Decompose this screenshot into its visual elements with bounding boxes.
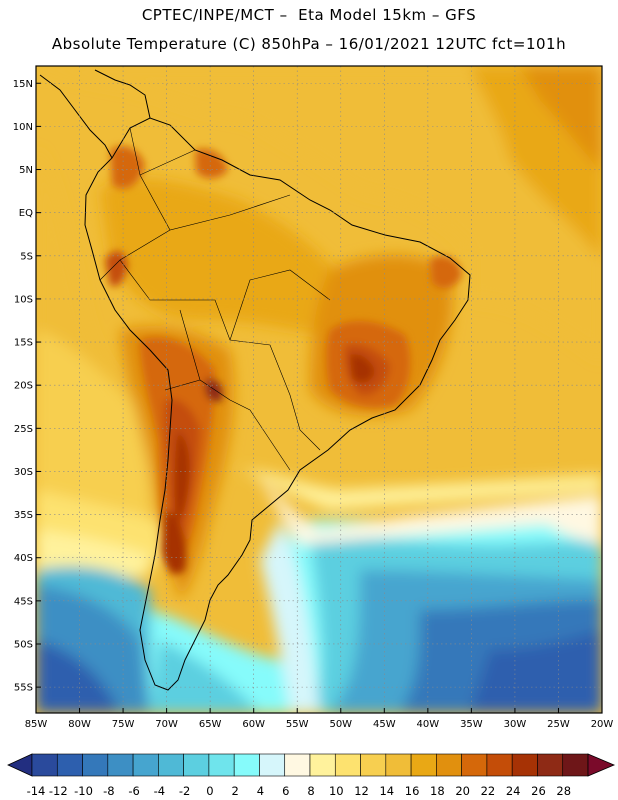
lat-tick-label: 15N [13, 79, 33, 90]
colorbar-tick-label: -14 [27, 784, 46, 798]
lat-tick-label: 55S [14, 683, 33, 694]
lon-tick-label: 80W [68, 719, 91, 730]
colorbar-swatch [334, 753, 361, 777]
colorbar-tick-label: 20 [455, 784, 470, 798]
colorbar-swatch [107, 753, 134, 777]
lon-tick-label: 25W [547, 719, 570, 730]
colorbar-swatch [309, 753, 336, 777]
colorbar-tick-label: 4 [257, 784, 264, 798]
lon-tick-label: 55W [286, 719, 309, 730]
colorbar-swatch [259, 753, 286, 777]
colorbar-swatch [436, 753, 462, 777]
lon-tick-label: 40W [417, 719, 440, 730]
south-america-coastline [84, 117, 471, 691]
colorbar-tick-label: -4 [154, 784, 165, 798]
colorbar-tick-label: 26 [531, 784, 546, 798]
colorbar-tick-label: 14 [379, 784, 394, 798]
lon-tick-label: 85W [25, 719, 48, 730]
colorbar-swatch [208, 753, 235, 777]
country-borders [99, 127, 331, 471]
colorbar-swatch [183, 753, 210, 777]
lat-tick-label: 10N [13, 122, 33, 133]
lon-tick-label: 65W [199, 719, 222, 730]
colorbar-tick-label: 10 [329, 784, 344, 798]
colorbar-swatch [82, 753, 109, 777]
lon-tick-label: 20W [591, 719, 614, 730]
lat-tick-label: 10S [14, 294, 33, 305]
colorbar-swatch [511, 753, 538, 777]
lon-tick-label: 60W [242, 719, 265, 730]
colorbar-tick-label: 8 [307, 784, 314, 798]
lat-tick-label: 30S [14, 467, 33, 478]
colorbar-tick-label: 2 [232, 784, 239, 798]
colorbar-tick-label: 12 [354, 784, 369, 798]
lon-tick-label: 45W [373, 719, 396, 730]
colorbar-tick-label: -2 [179, 784, 190, 798]
colorbar-swatch [56, 753, 83, 777]
lon-tick-label: 35W [460, 719, 483, 730]
map-title: CPTEC/INPE/MCT – Eta Model 15km – GFS [141, 6, 477, 24]
lat-tick-label: 35S [14, 510, 33, 521]
colorbar-swatch [360, 753, 387, 777]
colorbar-tick-label: -10 [74, 784, 93, 798]
lat-tick-label: 5S [20, 251, 33, 262]
colorbar-swatch [31, 753, 58, 777]
latitude-axis: 15N 10N 5N EQ 5S 10S 15S 20S 25S 30S 35S 40S 45S 50S 5… [13, 79, 41, 694]
colorbar-tick-label: -8 [103, 784, 114, 798]
lat-tick-label: 15S [14, 338, 33, 349]
colorbar-swatch [537, 753, 564, 777]
colorbar-swatch [486, 753, 513, 777]
lat-tick-label: 50S [14, 639, 33, 650]
colorbar-under-arrow [7, 753, 33, 777]
colorbar-swatch [562, 753, 589, 777]
colorbar-tick-label: 18 [430, 784, 445, 798]
colorbar [7, 753, 616, 777]
lon-tick-label: 30W [504, 719, 527, 730]
lon-tick-label: 70W [155, 719, 178, 730]
colorbar-tick-label: 0 [206, 784, 213, 798]
colorbar-tick-label: 22 [481, 784, 496, 798]
lat-tick-label: 20S [14, 381, 33, 392]
lat-tick-label: 45S [14, 596, 33, 607]
colorbar-over-arrow [587, 753, 616, 777]
lon-tick-label: 50W [329, 719, 352, 730]
colorbar-swatch [385, 753, 412, 777]
lat-tick-label: 25S [14, 424, 33, 435]
colorbar-swatch [410, 753, 437, 777]
colorbar-labels: -14 -12 -10 -8 -6 -4 -2 0 2 4 6 8 10 12 14 16 18 20 22 24 26… [27, 784, 571, 798]
colorbar-tick-label: 6 [282, 784, 289, 798]
lat-tick-label: EQ [19, 208, 33, 219]
colorbar-tick-label: -6 [128, 784, 139, 798]
colorbar-tick-label: 16 [405, 784, 420, 798]
colorbar-swatch [284, 753, 311, 777]
colorbar-swatch [158, 753, 184, 777]
colorbar-tick-label: 28 [556, 784, 571, 798]
coastlines [39, 69, 471, 691]
map-subtitle: Absolute Temperature (C) 850hPa – 16/01/… [51, 35, 567, 53]
colorbar-swatch [461, 753, 488, 777]
lat-tick-label: 40S [14, 553, 33, 564]
longitude-axis: 85W 80W 75W 70W 65W 60W 55W 50W 45W 40W 35W 30W 25W 2… [25, 708, 614, 730]
colorbar-tick-label: -12 [49, 784, 68, 798]
lat-tick-label: 5N [19, 165, 33, 176]
colorbar-swatch [132, 753, 159, 777]
plot-frame [35, 65, 603, 714]
central-america-coastline [39, 74, 113, 159]
colorbar-swatch [233, 753, 260, 777]
colorbar-tick-label: 24 [506, 784, 521, 798]
lon-tick-label: 75W [112, 719, 135, 730]
temperature-field [36, 66, 602, 713]
caribbean-coastline [94, 69, 151, 119]
